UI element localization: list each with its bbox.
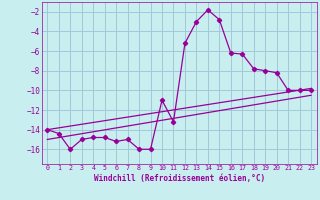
X-axis label: Windchill (Refroidissement éolien,°C): Windchill (Refroidissement éolien,°C): [94, 174, 265, 183]
